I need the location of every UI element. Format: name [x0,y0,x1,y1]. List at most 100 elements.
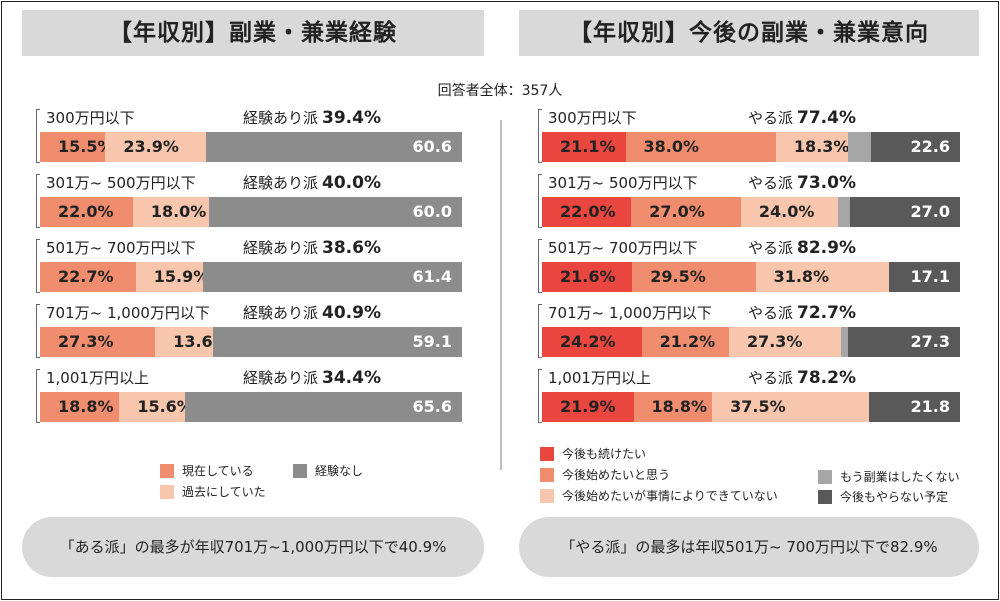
left-bar-segment: 61.4 [202,262,462,292]
right-summary-value: 78.2% [797,368,856,388]
left-summary: 経験あり派 38.6% [243,237,381,258]
legend-want-cannot: 今後始めたいが事情によりできていない [540,487,778,504]
left-row-1: 301万~ 500万円以下 経験あり派 40.0% 22.0% 18.0% 60.0 [36,172,462,228]
right-bar-segment: 24.0% [740,197,839,227]
right-bar-segment: 27.3 [847,327,960,357]
right-segment-label: 18.3% [793,137,850,156]
left-panel-title: 【年収別】副業・兼業経験 [22,10,484,56]
right-summary-label: やる派 [748,239,794,257]
left-segment-label: 22.0% [58,202,114,221]
right-summary: やる派 82.9% [748,237,856,258]
left-bar-segment: 22.0% [40,197,133,227]
legend-start-swatch [540,467,554,482]
left-bar: 18.8% 15.6% 65.6 [40,392,462,422]
legend-continue: 今後も続けたい [540,445,646,462]
right-bar-segment: 18.8% [633,392,713,422]
left-category-label: 301万~ 500万円以下 [46,174,196,192]
legend-past-swatch [160,484,174,499]
left-segment-label: 27.3% [58,332,114,351]
right-category-label: 701万~ 1,000万円以下 [548,304,712,322]
right-bar-segment: 22.6 [870,132,960,162]
left-summary-label: 経験あり派 [243,109,319,127]
left-bar-segment: 65.6 [185,392,462,422]
right-category-label: 301万~ 500万円以下 [548,174,698,192]
left-segment-label: 59.1 [412,332,452,351]
right-summary-value: 77.4% [797,108,856,128]
left-bar-segment: 59.1 [212,327,462,357]
right-segment-label: 22.0% [560,202,616,221]
right-category-label: 300万円以下 [548,109,637,127]
right-bar-segment: 18.3% [775,132,850,162]
left-summary: 経験あり派 39.4% [243,107,381,128]
left-category-label: 701万~ 1,000万円以下 [46,304,210,322]
left-row-bracket [36,304,40,358]
right-summary-label: やる派 [748,109,794,127]
left-summary-value: 34.4% [322,368,381,388]
right-row-bracket [538,369,542,423]
left-segment-label: 18.0% [150,202,207,221]
left-segment-label: 15.5% [58,137,114,156]
right-row-2: 501万~ 700万円以下 やる派 82.9% 21.6% 29.5% 31.8% 17.1 [538,237,960,293]
right-summary-label: やる派 [748,174,794,192]
left-row-4: 1,001万円以上 経験あり派 34.4% 18.8% 15.6% 65.6 [36,367,462,423]
right-bar-segment: 21.9% [542,392,634,422]
left-summary: 経験あり派 34.4% [243,367,381,388]
left-callout: 「ある派」の最多が年収701万~1,000万円以下で40.9% [22,517,484,577]
left-row-bracket [36,109,40,163]
right-bar: 21.6% 29.5% 31.8% 17.1 [542,262,960,292]
left-bar: 22.7% 15.9% 61.4 [40,262,462,292]
right-category-label: 1,001万円以上 [548,369,651,387]
right-bar-segment: 17.1 [888,262,960,292]
right-row-bracket [538,239,542,293]
legend-never-label: 今後もやらない予定 [840,490,949,504]
right-bar-segment: 22.0% [542,197,632,227]
right-bar-segment: 29.5% [632,262,756,292]
right-row-1: 301万~ 500万円以下 やる派 73.0% 22.0% 27.0% 24.0% 27.0 [538,172,960,228]
left-bar-segment: 15.9% [135,262,209,292]
right-segment-label: 24.0% [758,202,815,221]
left-summary-value: 38.6% [322,238,381,258]
right-summary: やる派 77.4% [748,107,856,128]
left-segment-label: 18.8% [58,397,114,416]
left-row-bracket [36,239,40,293]
left-summary-label: 経験あり派 [243,174,319,192]
legend-none: 経験なし [293,462,363,479]
right-bar-segment: 38.0% [625,132,776,162]
right-segment-label: 27.3 [910,332,950,351]
right-bar-segment: 21.6% [542,262,633,292]
right-segment-label: 27.3% [746,332,803,351]
right-bar: 24.2% 21.2% 27.3% 27.3 [542,327,960,357]
legend-start-label: 今後始めたいと思う [562,468,671,482]
right-summary-value: 82.9% [797,238,856,258]
legend-no-more: もう副業はしたくない [818,468,960,485]
right-bar: 21.9% 18.8% 37.5% 21.8 [542,392,960,422]
right-segment-label: 17.1 [910,267,950,286]
right-segment-label: 18.8% [651,397,708,416]
right-summary-value: 72.7% [797,303,856,323]
right-summary-label: やる派 [748,369,794,387]
legend-want-cannot-label: 今後始めたいが事情によりできていない [562,489,778,503]
right-bar-segment: 27.0% [631,197,741,227]
legend-current: 現在している [160,462,254,479]
right-segment-label: 21.6% [560,267,616,286]
right-summary: やる派 72.7% [748,302,856,323]
right-row-bracket [538,174,542,228]
left-category-label: 300万円以下 [46,109,135,127]
right-segment-label: 37.5% [730,397,786,416]
left-row-bracket [36,174,40,228]
right-segment-label: 27.0% [649,202,705,221]
right-row-bracket [538,304,542,358]
right-bar-segment: 27.3% [728,327,842,357]
legend-never-swatch [818,489,832,504]
left-bar-segment: 60.0 [208,197,462,227]
right-row-4: 1,001万円以上 やる派 78.2% 21.9% 18.8% 37.5% 21.8 [538,367,960,423]
legend-no-more-label: もう副業はしたくない [840,470,960,484]
legend-current-label: 現在している [182,464,254,478]
legend-past: 過去にしていた [160,483,266,500]
left-segment-label: 23.9% [123,137,179,156]
right-bar-segment [848,132,871,162]
legend-want-cannot-swatch [540,488,554,503]
legend-no-more-swatch [818,469,832,484]
left-summary-value: 39.4% [322,108,381,128]
right-segment-label: 21.8 [910,397,950,416]
